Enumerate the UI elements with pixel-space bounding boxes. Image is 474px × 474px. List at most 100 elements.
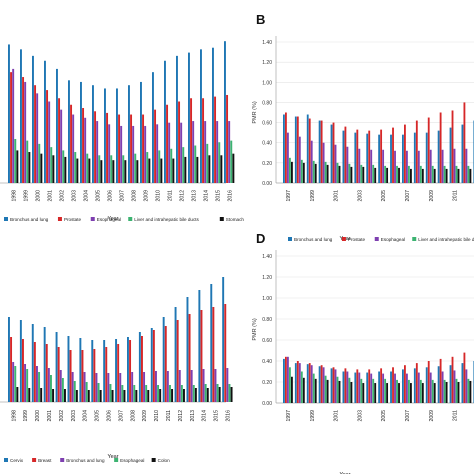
bar <box>330 368 333 403</box>
bar <box>170 148 173 183</box>
bar <box>445 168 448 183</box>
legend-label: Liver and intrahepatic bile ducts <box>134 217 199 222</box>
bar <box>374 383 377 403</box>
bar <box>216 121 219 183</box>
bar <box>156 124 159 183</box>
bar <box>408 165 410 183</box>
bar <box>445 382 448 403</box>
bar <box>68 80 70 183</box>
chart-panel-d: 0.00 0.20 0.40 0.60 0.80 1.00 1.20 1.40 PMR (%) 1… <box>252 231 474 474</box>
bar <box>228 384 231 402</box>
bar <box>12 68 15 183</box>
bar <box>16 387 19 402</box>
x-tick-label: 2006 <box>107 190 113 202</box>
bar <box>394 373 396 403</box>
bar <box>427 361 430 403</box>
bar <box>178 101 181 183</box>
bar <box>427 117 430 183</box>
bar <box>322 142 325 183</box>
bar <box>79 338 82 402</box>
bar <box>287 132 289 183</box>
legend-label: Bronchus and lung <box>294 237 333 242</box>
bar <box>123 390 126 402</box>
bar <box>210 284 213 402</box>
bar <box>150 328 153 402</box>
bar <box>56 68 58 183</box>
bar <box>190 98 193 183</box>
bar <box>112 160 115 183</box>
bar <box>392 367 394 403</box>
bar <box>384 165 387 183</box>
bar <box>34 85 37 183</box>
bar <box>134 153 137 183</box>
bar <box>346 146 349 183</box>
bar <box>413 132 416 183</box>
bar <box>192 385 195 402</box>
legend-swatch <box>374 237 379 241</box>
bar <box>461 124 464 183</box>
bar <box>312 160 315 183</box>
chart-panel-a: 1998 1999 2000 2001 2002 2003 2004 2005 2006 2007… <box>0 41 244 222</box>
bar <box>19 320 22 402</box>
bar <box>105 347 108 402</box>
bar <box>320 365 323 403</box>
x-tick-label: 2005 <box>95 190 101 202</box>
bar <box>48 101 51 183</box>
bar <box>82 108 85 183</box>
bar <box>58 98 61 183</box>
bar <box>322 367 325 403</box>
bar <box>453 370 456 403</box>
bar <box>372 164 375 183</box>
bar <box>176 320 179 402</box>
bar <box>157 385 160 402</box>
bar <box>152 330 155 402</box>
x-tick-label: 2007 <box>118 410 124 422</box>
bar <box>155 371 157 402</box>
bar <box>291 376 293 403</box>
bar <box>362 166 365 183</box>
x-tick-label: 2012 <box>179 190 185 202</box>
bar <box>368 369 371 403</box>
bar <box>451 356 454 403</box>
x-tick-label: 2011 <box>453 190 459 201</box>
legend-label: Cervix <box>10 458 24 463</box>
bar <box>356 369 359 403</box>
x-tick-label: 2016 <box>225 410 231 422</box>
bar <box>36 366 38 402</box>
bar <box>10 72 13 183</box>
bar <box>318 120 321 183</box>
bar <box>87 390 90 402</box>
x-axis-title: Year <box>339 472 350 474</box>
bar <box>115 339 118 402</box>
x-tick-label: 2009 <box>142 410 148 422</box>
bar <box>127 337 129 402</box>
bar <box>417 372 420 403</box>
bar <box>443 379 446 403</box>
bar <box>169 385 171 402</box>
bar <box>230 140 233 183</box>
bar <box>308 363 311 403</box>
y-tick-label: 0.00 <box>262 401 272 407</box>
bar <box>463 352 466 403</box>
x-tick-label: 1999 <box>310 410 316 422</box>
y-tick-label: 1.20 <box>262 60 272 66</box>
y-axis-title: PMR (%) <box>252 318 258 340</box>
bar <box>60 109 63 183</box>
bar <box>132 125 135 183</box>
bar <box>196 156 199 183</box>
x-tick-label: 2009 <box>429 410 435 422</box>
x-tick-label: 2003 <box>357 410 363 422</box>
bar <box>103 340 106 402</box>
bar <box>81 350 84 402</box>
x-tick-label: 2004 <box>83 410 89 422</box>
bar <box>336 162 339 183</box>
y-tick-label: 1.40 <box>262 40 272 46</box>
bar <box>57 347 60 402</box>
y-tick-label: 1.20 <box>262 275 272 281</box>
bar <box>224 41 226 183</box>
legend-swatch <box>288 237 292 241</box>
bar <box>206 388 209 402</box>
bar <box>429 149 432 183</box>
bar <box>419 379 422 403</box>
